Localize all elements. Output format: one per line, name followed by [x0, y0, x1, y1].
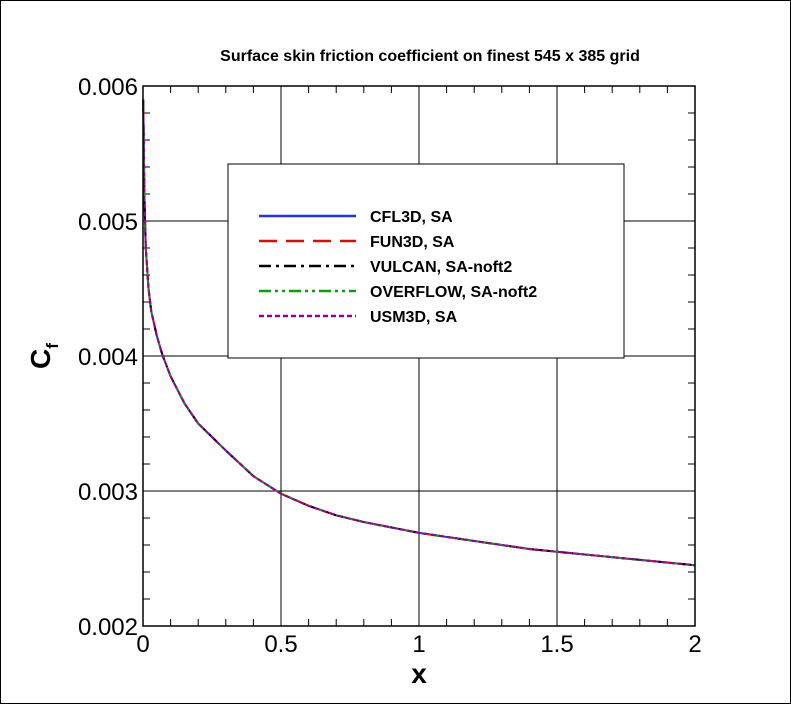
- x-tick-label: 0: [136, 631, 149, 658]
- legend: CFL3D, SA FUN3D, SA VULCAN, SA-noft2 OVERFL…: [227, 163, 625, 359]
- x-tick-labels: 0 0.5 1 1.5 2: [136, 631, 701, 658]
- y-tick-label: 0.002: [78, 614, 138, 641]
- x-tick-label: 1: [412, 631, 425, 658]
- y-tick-label: 0.005: [78, 209, 138, 236]
- legend-label-1: CFL3D, SA: [370, 209, 453, 226]
- x-tick-label: 1.5: [540, 631, 573, 658]
- series-line-5: [142, 99, 696, 567]
- y-tick-labels: 0.002 0.003 0.004 0.005 0.006: [78, 74, 138, 641]
- series-layer: [142, 99, 696, 567]
- y-tick-label: 0.004: [78, 344, 138, 371]
- svg-text:Cf: Cf: [25, 343, 62, 369]
- x-tick-label: 2: [688, 631, 701, 658]
- x-tick-label: 0.5: [264, 631, 297, 658]
- y-axis-title-subscript: f: [43, 343, 62, 349]
- legend-label-2: FUN3D, SA: [370, 234, 455, 251]
- y-tick-label: 0.003: [78, 479, 138, 506]
- plot-area: [142, 85, 696, 627]
- chart-title: Surface skin friction coefficient on fin…: [220, 48, 640, 65]
- legend-label-3: VULCAN, SA-noft2: [370, 259, 512, 276]
- y-axis-title: Cf: [25, 343, 62, 369]
- y-tick-label: 0.006: [78, 74, 138, 101]
- x-axis-title: x: [411, 658, 427, 689]
- legend-box: [227, 163, 625, 359]
- legend-label-5: USM3D, SA: [370, 309, 458, 326]
- legend-label-4: OVERFLOW, SA-noft2: [370, 284, 537, 301]
- y-axis-title-main: C: [25, 349, 56, 369]
